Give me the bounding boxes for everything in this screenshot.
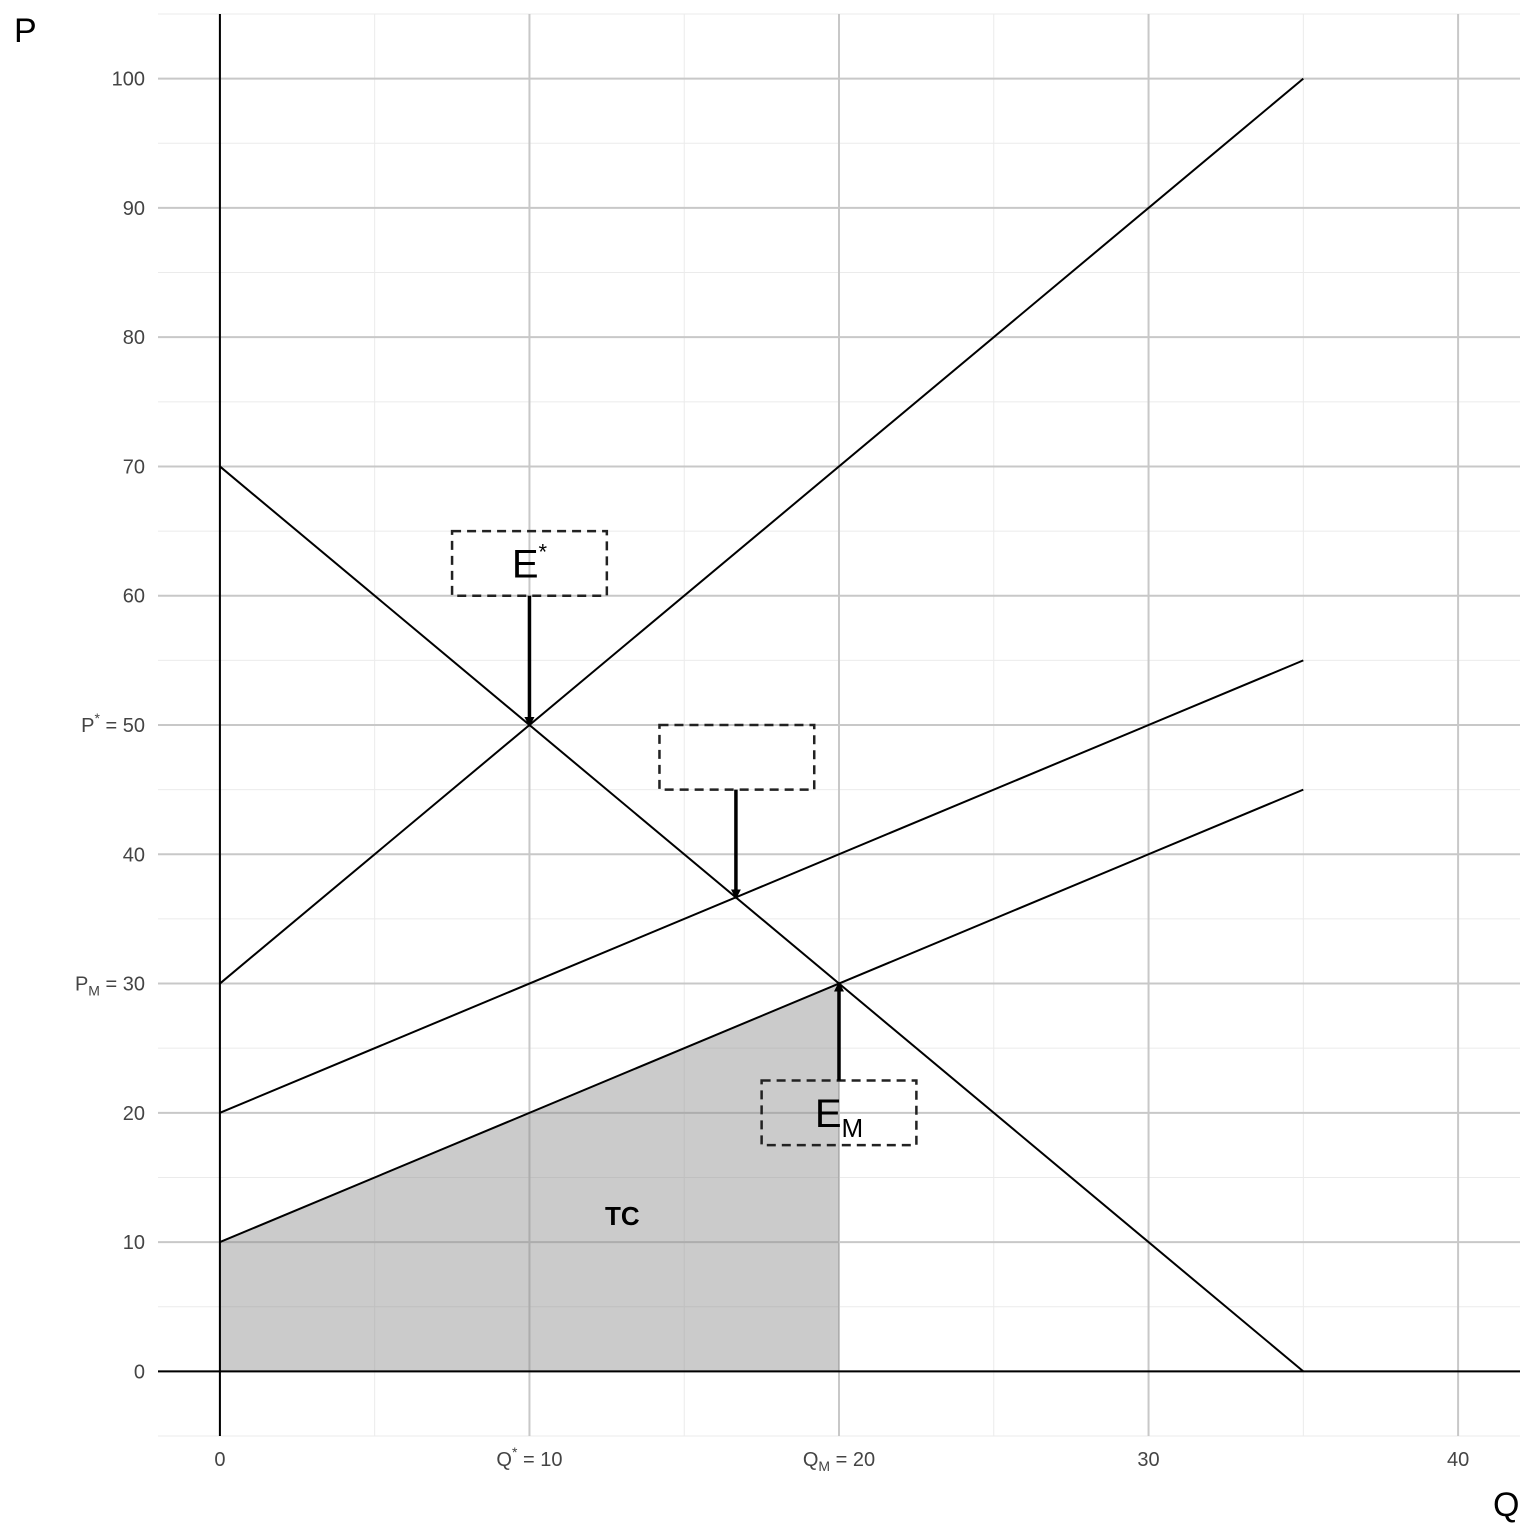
series-line [219,788,1304,1244]
plot-panel: TC E* EM [158,13,1520,1437]
series-lines [219,77,1304,1373]
tc-area: TC [219,983,840,1372]
series-line [219,465,1304,1373]
annotation-label: EM [815,1092,863,1143]
axes [158,14,1520,1436]
y-tick-label: 90 [123,198,145,220]
y-tick-labels: 0 10 20 PM = 30 40 P* = 50 60 70 80 90 100 [75,69,145,1384]
x-tick-label: 0 [214,1449,225,1471]
annotation-box [450,529,609,597]
x-tick-label: Q* = 10 [496,1444,562,1471]
y-tick-label: P* = 50 [81,710,145,737]
y-tick-label: 70 [123,456,145,478]
y-tick-label: 60 [123,586,145,608]
series-line [219,659,1304,1114]
x-tick-labels: 0 Q* = 10 QM = 20 30 40 [214,1444,1469,1474]
y-tick-label: 20 [123,1103,145,1125]
annotation-label: E* [512,539,548,586]
annotations: E* EM [450,529,918,1147]
y-axis-title: P [14,12,37,50]
tc-area-fill [219,983,840,1372]
y-tick-label: 40 [123,844,145,866]
x-tick-label: QM = 20 [803,1449,875,1474]
x-axis-title: Q [1493,1486,1519,1524]
x-tick-label: 30 [1137,1449,1159,1471]
annotation-box [658,723,816,791]
series-line [219,77,1304,985]
y-tick-label: PM = 30 [75,974,145,999]
tc-area-label: TC [605,1201,640,1231]
y-tick-label: 80 [123,327,145,349]
y-tick-label: 0 [134,1361,145,1383]
y-tick-label: 100 [112,69,145,91]
x-tick-label: 40 [1447,1449,1469,1471]
y-tick-label: 10 [123,1232,145,1254]
